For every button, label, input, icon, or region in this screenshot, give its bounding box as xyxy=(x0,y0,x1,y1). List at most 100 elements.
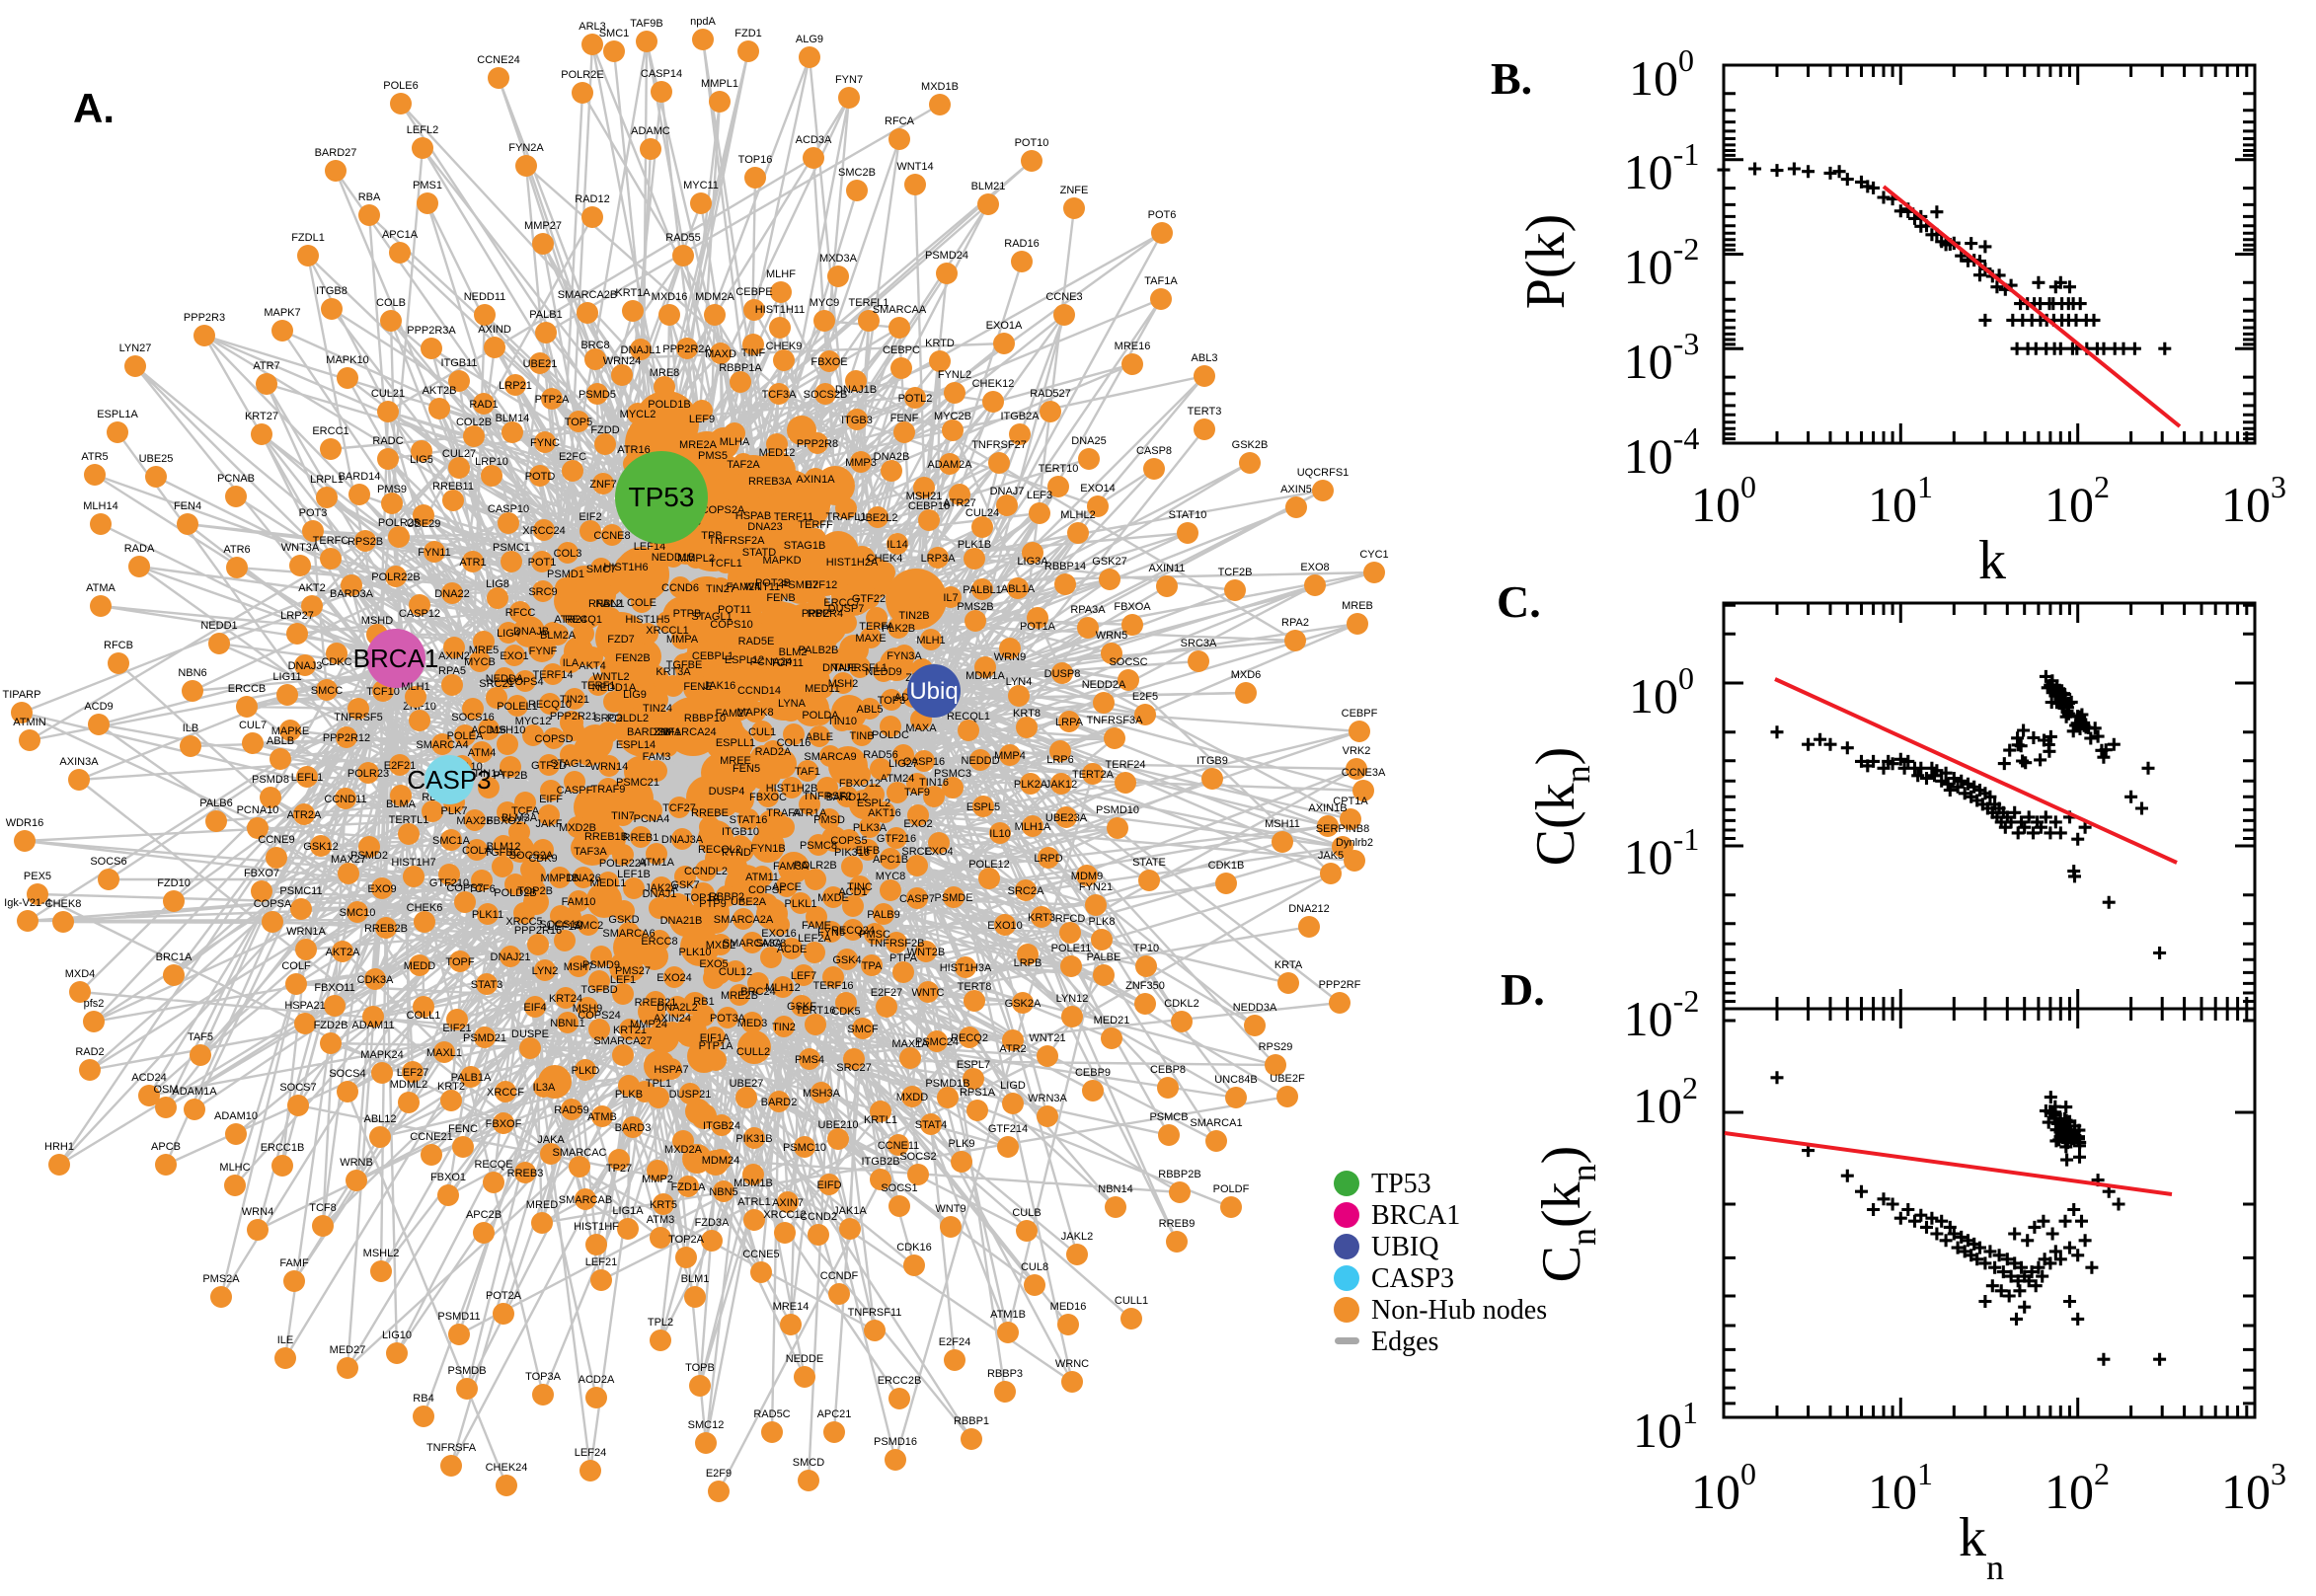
svg-text:MSHD: MSHD xyxy=(361,615,393,627)
svg-text:TAF9: TAF9 xyxy=(904,787,930,798)
svg-text:BLM2: BLM2 xyxy=(779,646,808,658)
svg-text:AXIN7: AXIN7 xyxy=(772,1197,804,1209)
svg-text:MSH21: MSH21 xyxy=(906,491,943,502)
svg-text:WNT11: WNT11 xyxy=(744,581,780,593)
svg-text:TOP11: TOP11 xyxy=(770,657,804,669)
svg-text:LYN2: LYN2 xyxy=(532,965,559,977)
svg-text:LRP3A: LRP3A xyxy=(921,553,957,565)
svg-text:DUSP4: DUSP4 xyxy=(709,786,745,798)
svg-text:SOCS2B: SOCS2B xyxy=(804,389,848,401)
svg-text:LEFL1: LEFL1 xyxy=(291,772,323,784)
svg-text:CCNE11: CCNE11 xyxy=(878,1140,920,1152)
svg-text:SMCC: SMCC xyxy=(311,685,343,697)
svg-text:APC2B: APC2B xyxy=(466,1209,502,1221)
svg-text:FENE: FENE xyxy=(683,681,712,693)
svg-text:LEF1A: LEF1A xyxy=(548,921,581,933)
svg-text:TPB: TPB xyxy=(701,530,722,542)
svg-text:COPSD: COPSD xyxy=(534,733,573,745)
svg-text:100: 100 xyxy=(1629,42,1694,106)
svg-text:LIG5: LIG5 xyxy=(410,454,433,466)
svg-text:MXDE: MXDE xyxy=(817,892,849,904)
svg-text:DNA21B: DNA21B xyxy=(660,915,703,927)
svg-text:COL3: COL3 xyxy=(554,548,582,560)
svg-text:MDM2A: MDM2A xyxy=(695,291,734,303)
svg-text:TERFA: TERFA xyxy=(859,621,894,633)
svg-text:ADAM1A: ADAM1A xyxy=(172,1086,217,1098)
svg-text:POT2A: POT2A xyxy=(486,1290,522,1302)
svg-text:PTP9: PTP9 xyxy=(699,898,727,910)
svg-text:TERFL1: TERFL1 xyxy=(849,297,889,309)
svg-text:PSMD5: PSMD5 xyxy=(579,389,616,401)
svg-text:CYC1: CYC1 xyxy=(1359,549,1388,561)
svg-text:102: 102 xyxy=(2045,1456,2110,1519)
svg-text:A.: A. xyxy=(73,85,115,131)
svg-text:DNA2L2: DNA2L2 xyxy=(656,1002,698,1014)
svg-text:MRE2A: MRE2A xyxy=(679,439,718,451)
svg-text:ATM1A: ATM1A xyxy=(639,857,675,869)
svg-text:HIST1H2B: HIST1H2B xyxy=(766,783,818,795)
svg-text:PLK7: PLK7 xyxy=(441,805,468,817)
svg-text:JAK1A: JAK1A xyxy=(833,1205,867,1217)
svg-text:AXIN1B: AXIN1B xyxy=(1308,802,1347,814)
svg-text:COLE: COLE xyxy=(627,597,656,609)
svg-text:MED12: MED12 xyxy=(759,447,796,459)
svg-text:PMSD: PMSD xyxy=(813,814,845,826)
svg-text:PALBE: PALBE xyxy=(1087,951,1121,963)
svg-text:BLMA: BLMA xyxy=(386,798,417,810)
svg-text:UQCRFS1: UQCRFS1 xyxy=(1297,467,1350,479)
svg-text:UBE23A: UBE23A xyxy=(1045,812,1088,824)
svg-text:UBE2L2: UBE2L2 xyxy=(858,512,898,524)
svg-text:TERT16: TERT16 xyxy=(796,1005,836,1017)
svg-text:POLE6: POLE6 xyxy=(383,80,418,92)
svg-text:POLDF: POLDF xyxy=(1213,1183,1250,1195)
svg-text:SRC9: SRC9 xyxy=(528,586,557,598)
svg-text:FYN3A: FYN3A xyxy=(887,650,922,662)
svg-text:POT3A: POT3A xyxy=(710,1013,746,1025)
svg-text:EXO4: EXO4 xyxy=(924,846,953,858)
svg-text:TPA: TPA xyxy=(862,960,883,972)
svg-text:LRPL1: LRPL1 xyxy=(310,474,344,486)
svg-text:TIPARP: TIPARP xyxy=(3,689,41,701)
svg-text:RREB3: RREB3 xyxy=(507,1168,544,1179)
svg-text:APC1B: APC1B xyxy=(873,854,908,866)
svg-text:D.: D. xyxy=(1501,964,1545,1015)
svg-text:PLK3A: PLK3A xyxy=(853,822,888,834)
svg-text:COPS24: COPS24 xyxy=(578,1010,620,1022)
svg-text:RECQL1: RECQL1 xyxy=(947,711,990,722)
svg-text:AKT2B: AKT2B xyxy=(423,385,457,397)
svg-text:Dynlrb2: Dynlrb2 xyxy=(1336,837,1373,849)
svg-text:POLDL2: POLDL2 xyxy=(607,713,649,724)
svg-text:npdA: npdA xyxy=(690,16,716,28)
svg-text:PSMC1: PSMC1 xyxy=(493,542,530,554)
svg-text:ATM24: ATM24 xyxy=(881,773,915,785)
svg-text:BRC24: BRC24 xyxy=(740,986,775,998)
svg-text:SRC21: SRC21 xyxy=(479,678,513,690)
svg-text:PALB9: PALB9 xyxy=(867,909,899,921)
svg-text:IL14: IL14 xyxy=(887,539,907,551)
svg-text:LIG10: LIG10 xyxy=(382,1330,412,1341)
svg-text:FZDL1: FZDL1 xyxy=(291,232,325,244)
svg-text:TNFRSF2B: TNFRSF2B xyxy=(869,938,925,950)
svg-text:POLDC: POLDC xyxy=(872,729,909,741)
svg-text:RADA: RADA xyxy=(124,543,155,555)
svg-text:POT6: POT6 xyxy=(1148,209,1177,221)
svg-text:BARD14: BARD14 xyxy=(339,471,381,483)
svg-text:CDKL2: CDKL2 xyxy=(1164,998,1198,1010)
svg-text:ERCC1B: ERCC1B xyxy=(261,1142,305,1154)
svg-text:FAM27: FAM27 xyxy=(716,708,750,720)
svg-text:TOP16: TOP16 xyxy=(738,154,773,166)
svg-text:PCNA24: PCNA24 xyxy=(750,656,793,668)
svg-text:ILB: ILB xyxy=(183,722,199,734)
svg-text:RBBP1: RBBP1 xyxy=(954,1415,989,1427)
svg-text:TOPB: TOPB xyxy=(685,1362,715,1374)
svg-text:TERT8: TERT8 xyxy=(958,981,992,993)
svg-text:102: 102 xyxy=(2045,469,2110,532)
svg-text:ATR2: ATR2 xyxy=(999,1043,1026,1055)
svg-text:ZNF7: ZNF7 xyxy=(589,479,617,491)
svg-text:PLK9: PLK9 xyxy=(949,1138,975,1150)
svg-text:PSMCB: PSMCB xyxy=(1149,1111,1188,1123)
svg-text:RPAL2: RPAL2 xyxy=(588,598,622,610)
svg-text:SMARCAA: SMARCAA xyxy=(873,304,927,316)
svg-text:RPS2B: RPS2B xyxy=(347,536,383,548)
svg-text:POLE12: POLE12 xyxy=(968,859,1010,871)
